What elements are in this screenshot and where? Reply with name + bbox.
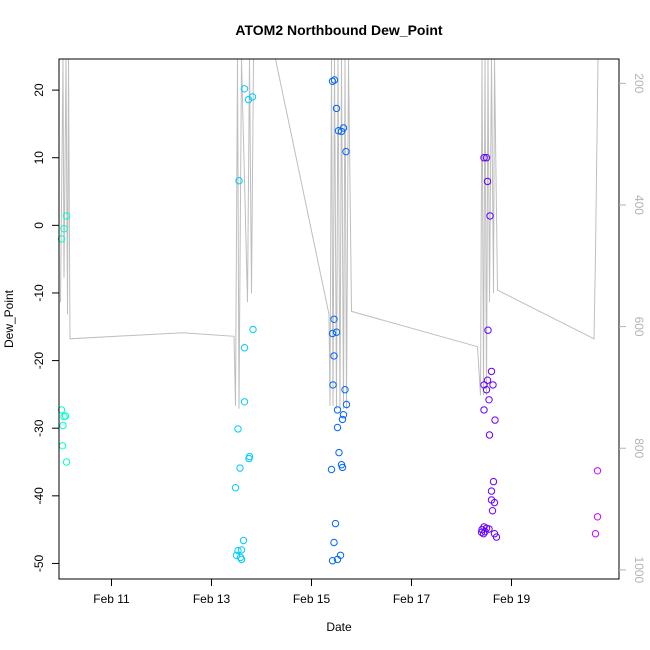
data-point bbox=[487, 367, 496, 376]
data-point bbox=[331, 519, 340, 528]
y-tick-label: -10 bbox=[32, 284, 46, 302]
data-point bbox=[482, 386, 491, 394]
data-point bbox=[330, 352, 338, 360]
data-point bbox=[477, 528, 486, 536]
data-point bbox=[237, 546, 246, 554]
data-point bbox=[480, 406, 488, 414]
data-point bbox=[232, 551, 241, 559]
y-axis-right: 200 400 600 800 1000 bbox=[619, 73, 646, 584]
data-point bbox=[248, 93, 257, 101]
data-point bbox=[486, 212, 494, 220]
x-axis: Feb 11 Feb 13 Feb 15 Feb 17 Feb 19 bbox=[93, 579, 531, 606]
x-tick-label: Feb 13 bbox=[193, 592, 231, 606]
y2-tick-label: 200 bbox=[632, 73, 646, 93]
data-point bbox=[328, 77, 337, 86]
y-tick-label: -20 bbox=[32, 352, 46, 370]
data-point bbox=[332, 328, 341, 336]
data-point bbox=[234, 425, 242, 433]
y-tick-label: 0 bbox=[32, 222, 46, 229]
data-point bbox=[489, 381, 497, 389]
y-tick-label: -30 bbox=[32, 419, 46, 437]
data-point bbox=[485, 431, 494, 439]
data-point bbox=[245, 454, 253, 463]
data-point bbox=[249, 325, 257, 334]
data-point bbox=[234, 546, 242, 555]
x-tick-label: Feb 17 bbox=[393, 592, 431, 606]
y-axis-label: Dew_Point bbox=[2, 289, 16, 348]
data-point bbox=[487, 496, 496, 504]
data-point bbox=[593, 513, 602, 521]
data-point bbox=[240, 85, 249, 93]
y-axis-left: 20 10 0 -10 -20 -30 -40 -50 bbox=[32, 83, 59, 572]
data-point bbox=[330, 315, 338, 323]
y-tick-label: 10 bbox=[32, 151, 46, 165]
data-point bbox=[487, 487, 496, 495]
data-point bbox=[342, 400, 351, 409]
data-point bbox=[328, 557, 337, 565]
x-tick-label: Feb 19 bbox=[493, 592, 531, 606]
data-point bbox=[341, 386, 349, 394]
data-point bbox=[240, 398, 249, 406]
data-point bbox=[328, 329, 337, 338]
data-point bbox=[488, 507, 497, 515]
data-point bbox=[62, 212, 71, 220]
data-point bbox=[333, 555, 342, 564]
scatter-points bbox=[57, 76, 602, 565]
y2-tick-label: 400 bbox=[632, 195, 646, 215]
data-point bbox=[483, 376, 492, 384]
x-tick-label: Feb 11 bbox=[93, 592, 130, 606]
data-point bbox=[239, 536, 248, 545]
y2-tick-label: 800 bbox=[632, 438, 646, 458]
data-point bbox=[491, 416, 499, 424]
data-point bbox=[339, 411, 348, 419]
data-point bbox=[591, 530, 600, 538]
data-point bbox=[483, 177, 492, 186]
data-point bbox=[489, 477, 498, 486]
plot-frame bbox=[58, 58, 620, 580]
chart-title: ATOM2 Northbound Dew_Point bbox=[235, 22, 442, 38]
data-point bbox=[593, 467, 602, 475]
data-point bbox=[240, 344, 249, 352]
data-point bbox=[332, 104, 341, 113]
data-point bbox=[61, 412, 70, 420]
data-point bbox=[492, 533, 501, 541]
data-point bbox=[485, 396, 493, 404]
data-point bbox=[485, 525, 493, 533]
x-tick-label: Feb 15 bbox=[293, 592, 331, 606]
data-point bbox=[330, 538, 338, 547]
pressure-line bbox=[60, 59, 602, 409]
data-point bbox=[237, 555, 246, 564]
y-tick-label: -50 bbox=[32, 554, 46, 572]
data-point bbox=[484, 326, 492, 334]
data-point bbox=[59, 421, 67, 430]
data-point bbox=[329, 381, 337, 389]
data-point bbox=[333, 406, 342, 414]
data-point bbox=[482, 154, 491, 162]
data-point bbox=[330, 76, 339, 84]
data-point bbox=[338, 415, 347, 424]
y-tick-label: -40 bbox=[32, 487, 46, 505]
data-point bbox=[231, 484, 240, 492]
data-point bbox=[480, 154, 488, 162]
data-point bbox=[236, 464, 244, 472]
data-point bbox=[57, 235, 66, 243]
data-point bbox=[335, 448, 343, 457]
x-axis-label: Date bbox=[326, 620, 352, 634]
data-point bbox=[339, 124, 348, 132]
data-point bbox=[338, 463, 347, 472]
y2-tick-label: 1000 bbox=[632, 557, 646, 584]
data-point bbox=[60, 225, 68, 233]
data-point bbox=[62, 458, 71, 466]
data-point bbox=[333, 423, 342, 432]
y-tick-label: 20 bbox=[32, 83, 46, 97]
data-point bbox=[342, 147, 350, 156]
y2-tick-label: 600 bbox=[632, 317, 646, 337]
data-point bbox=[327, 465, 336, 474]
pressure-line-group bbox=[60, 59, 602, 409]
data-point bbox=[57, 406, 66, 414]
data-point bbox=[479, 530, 488, 538]
data-point bbox=[235, 177, 243, 185]
